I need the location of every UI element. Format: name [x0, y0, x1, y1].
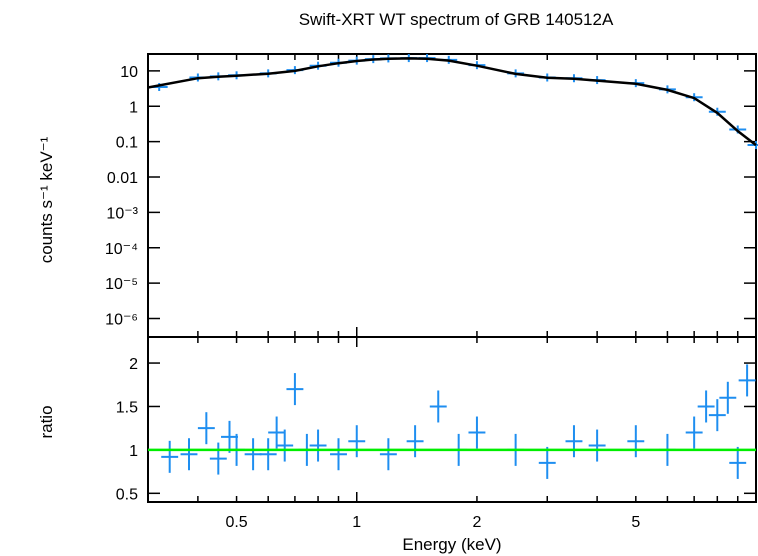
ratio-data-points [161, 364, 756, 479]
spectrum-y-tick-label: 10 [120, 64, 138, 81]
spectrum-panel-frame [147, 53, 757, 338]
spectrum-model-curve [147, 57, 757, 147]
ratio-y-tick-label: 1.5 [116, 399, 138, 416]
spectrum-y-tick-label: 10⁻⁴ [105, 241, 138, 258]
x-tick-label: 1 [352, 514, 361, 531]
ratio-y-tick-label: 0.5 [116, 486, 138, 503]
spectrum-data-points [150, 54, 758, 150]
axis-tick-labels: 0.5 1 2 5 10 1 0.1 0.01 10⁻³ 10⁻⁴ 10⁻⁵ 10⁻⁶ 0.5 1 1.5 2 [105, 64, 640, 531]
spectrum-y-tick-label: 1 [129, 99, 138, 116]
x-tick-label: 2 [472, 514, 481, 531]
x-axis-label: Energy (keV) [402, 535, 501, 554]
spectrum-y-tick-label: 10⁻⁶ [105, 312, 138, 329]
spectrum-y-tick-label: 0.1 [116, 135, 138, 152]
x-tick-label: 5 [631, 514, 640, 531]
ratio-panel-frame [147, 336, 757, 503]
x-tick-label: 0.5 [225, 514, 247, 531]
spectrum-y-tick-label: 10⁻⁵ [105, 276, 138, 293]
spectrum-y-axis-label: counts s⁻¹ keV⁻¹ [37, 136, 56, 263]
spectrum-y-tick-label: 0.01 [107, 170, 138, 187]
spectrum-y-tick-label: 10⁻³ [106, 205, 138, 222]
ratio-y-tick-label: 1 [129, 443, 138, 460]
chart-title: Swift-XRT WT spectrum of GRB 140512A [299, 10, 614, 29]
ratio-y-tick-label: 2 [129, 356, 138, 373]
spectrum-model-line [147, 57, 757, 147]
ratio-y-axis-label: ratio [37, 405, 56, 438]
axis-ticks [147, 54, 757, 502]
